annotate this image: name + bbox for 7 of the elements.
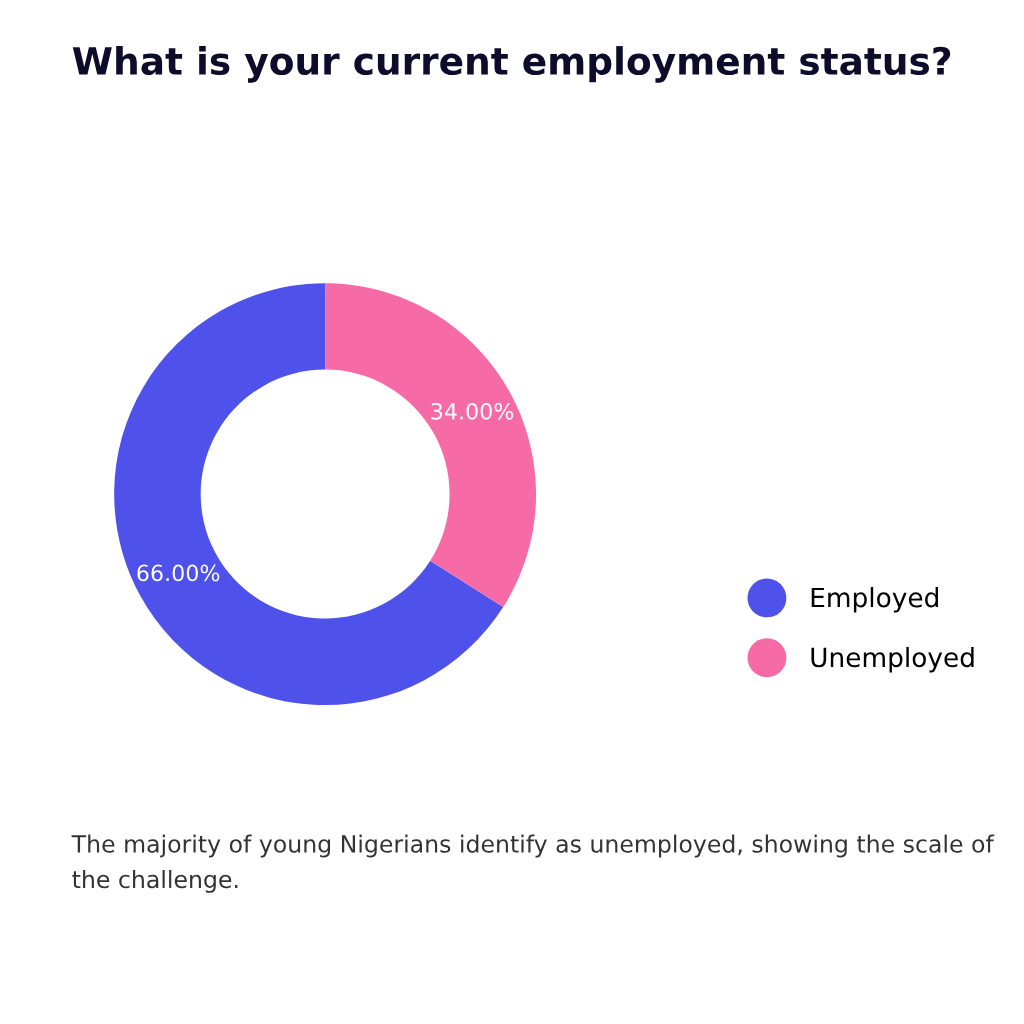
data-label: 66.00% (137, 564, 220, 582)
legend-label: Unemployed (811, 646, 974, 673)
chart-title: What is your current employment status? (72, 46, 951, 83)
legend-label: Employed (811, 587, 938, 613)
donut-slice (325, 283, 537, 608)
text: The majority of young Nigerians identify as unemployed, showing the scale of the challenge. (71, 834, 995, 893)
data-label: 34.00% (431, 402, 514, 420)
